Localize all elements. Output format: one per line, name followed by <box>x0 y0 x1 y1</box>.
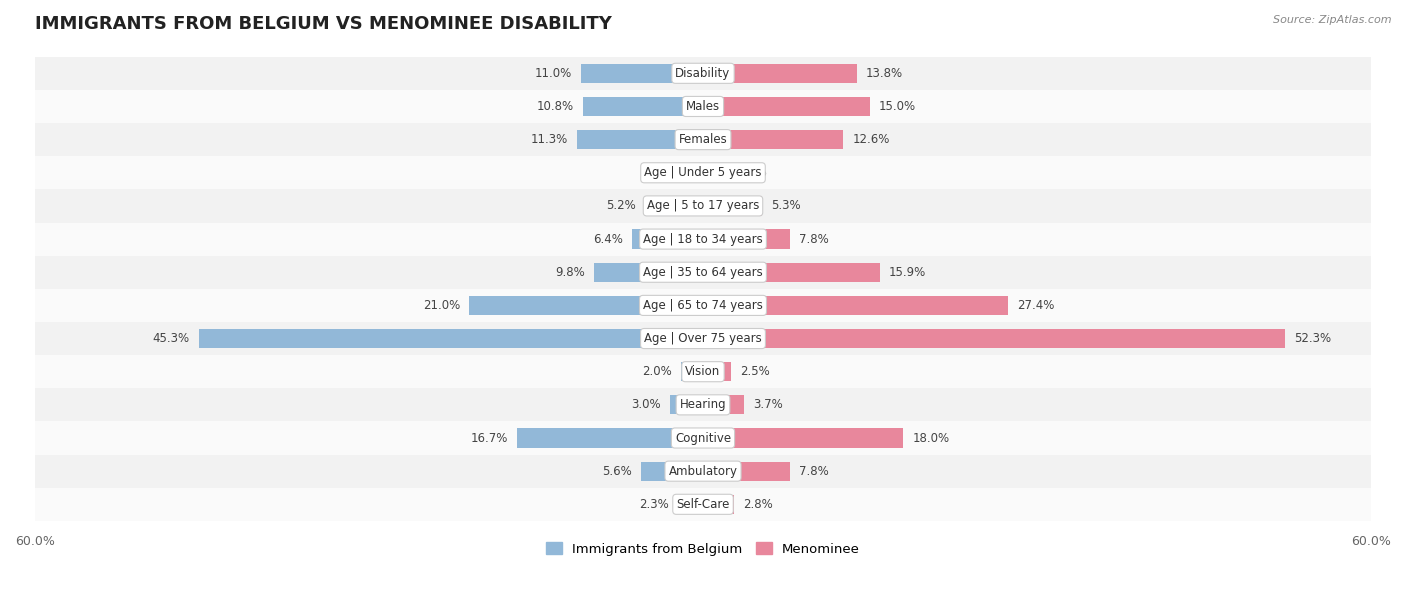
Text: 2.3%: 2.3% <box>738 166 768 179</box>
Bar <box>703 230 790 248</box>
Text: 7.8%: 7.8% <box>799 233 828 245</box>
Text: 21.0%: 21.0% <box>423 299 460 312</box>
Bar <box>641 461 703 481</box>
Text: Age | 18 to 34 years: Age | 18 to 34 years <box>643 233 763 245</box>
Bar <box>35 123 1371 156</box>
Text: 3.7%: 3.7% <box>754 398 783 411</box>
Text: 10.8%: 10.8% <box>537 100 574 113</box>
Text: Age | 65 to 74 years: Age | 65 to 74 years <box>643 299 763 312</box>
Text: Self-Care: Self-Care <box>676 498 730 511</box>
Bar <box>35 256 1371 289</box>
Text: Ambulatory: Ambulatory <box>668 465 738 477</box>
Bar <box>681 362 703 381</box>
Text: 11.3%: 11.3% <box>531 133 568 146</box>
Text: 52.3%: 52.3% <box>1295 332 1331 345</box>
Text: Hearing: Hearing <box>679 398 727 411</box>
Text: 15.9%: 15.9% <box>889 266 927 278</box>
Bar <box>703 362 731 381</box>
Bar <box>517 428 703 447</box>
Bar <box>703 97 870 116</box>
Bar <box>703 296 1008 315</box>
Text: Cognitive: Cognitive <box>675 431 731 444</box>
Bar <box>35 355 1371 388</box>
Text: 5.3%: 5.3% <box>770 200 800 212</box>
Text: 2.0%: 2.0% <box>643 365 672 378</box>
Bar <box>35 57 1371 90</box>
Bar <box>470 296 703 315</box>
Bar <box>703 428 904 447</box>
Bar <box>703 263 880 282</box>
Bar <box>703 196 762 215</box>
Bar <box>35 90 1371 123</box>
Text: 2.3%: 2.3% <box>638 498 668 511</box>
Text: IMMIGRANTS FROM BELGIUM VS MENOMINEE DISABILITY: IMMIGRANTS FROM BELGIUM VS MENOMINEE DIS… <box>35 15 612 33</box>
Text: Source: ZipAtlas.com: Source: ZipAtlas.com <box>1274 15 1392 25</box>
Text: 45.3%: 45.3% <box>153 332 190 345</box>
Bar <box>35 223 1371 256</box>
Text: 1.3%: 1.3% <box>650 166 679 179</box>
Text: Males: Males <box>686 100 720 113</box>
Text: 12.6%: 12.6% <box>852 133 890 146</box>
Text: Age | Under 5 years: Age | Under 5 years <box>644 166 762 179</box>
Legend: Immigrants from Belgium, Menominee: Immigrants from Belgium, Menominee <box>541 537 865 561</box>
Text: Age | Over 75 years: Age | Over 75 years <box>644 332 762 345</box>
Text: 6.4%: 6.4% <box>593 233 623 245</box>
Bar <box>35 455 1371 488</box>
Bar <box>689 163 703 182</box>
Bar <box>35 289 1371 322</box>
Bar <box>678 494 703 514</box>
Text: Age | 5 to 17 years: Age | 5 to 17 years <box>647 200 759 212</box>
Text: 7.8%: 7.8% <box>799 465 828 477</box>
Text: 2.5%: 2.5% <box>740 365 769 378</box>
Text: 9.8%: 9.8% <box>555 266 585 278</box>
Bar <box>35 189 1371 223</box>
Text: 15.0%: 15.0% <box>879 100 917 113</box>
Text: Age | 35 to 64 years: Age | 35 to 64 years <box>643 266 763 278</box>
Bar <box>645 196 703 215</box>
Bar <box>35 322 1371 355</box>
Text: Females: Females <box>679 133 727 146</box>
Bar <box>703 64 856 83</box>
Bar <box>703 130 844 149</box>
Text: Vision: Vision <box>685 365 721 378</box>
Text: 3.0%: 3.0% <box>631 398 661 411</box>
Text: 27.4%: 27.4% <box>1017 299 1054 312</box>
Bar <box>669 395 703 414</box>
Bar <box>578 130 703 149</box>
Bar <box>703 395 744 414</box>
Bar <box>35 388 1371 422</box>
Text: 16.7%: 16.7% <box>471 431 508 444</box>
Bar <box>198 329 703 348</box>
Text: 13.8%: 13.8% <box>866 67 903 80</box>
Bar <box>631 230 703 248</box>
Text: 5.2%: 5.2% <box>606 200 636 212</box>
Text: Disability: Disability <box>675 67 731 80</box>
Bar <box>35 422 1371 455</box>
Bar <box>581 64 703 83</box>
Bar <box>593 263 703 282</box>
Bar <box>703 329 1285 348</box>
Text: 18.0%: 18.0% <box>912 431 949 444</box>
Bar <box>582 97 703 116</box>
Bar <box>703 461 790 481</box>
Text: 5.6%: 5.6% <box>602 465 631 477</box>
Bar <box>703 163 728 182</box>
Text: 11.0%: 11.0% <box>534 67 572 80</box>
Bar <box>35 488 1371 521</box>
Bar <box>703 494 734 514</box>
Bar <box>35 156 1371 189</box>
Text: 2.8%: 2.8% <box>744 498 773 511</box>
